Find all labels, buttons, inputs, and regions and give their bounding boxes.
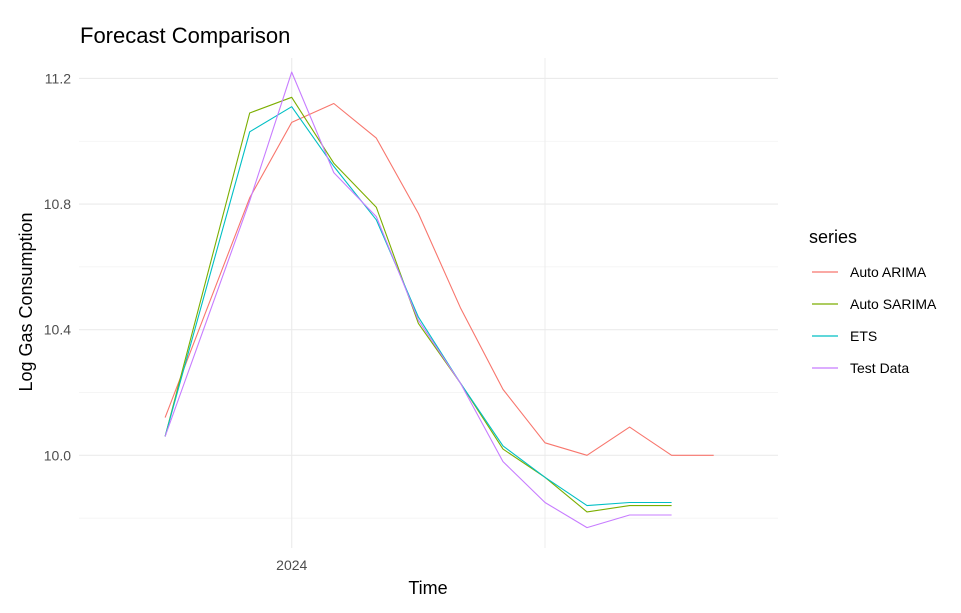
grid-lines xyxy=(79,58,778,548)
x-axis-title: Time xyxy=(408,578,447,598)
y-tick-label: 11.2 xyxy=(45,70,71,86)
x-tick-labels: 2024 xyxy=(276,557,307,573)
y-tick-label: 10.0 xyxy=(44,447,71,463)
series-line-test-data xyxy=(164,71,672,529)
legend-title: series xyxy=(809,227,857,247)
y-tick-label: 10.8 xyxy=(44,196,71,212)
y-axis-title: Log Gas Consumption xyxy=(16,212,36,391)
legend: series Auto ARIMA Auto SARIMA ETS Test Data xyxy=(809,227,937,376)
x-tick-label: 2024 xyxy=(276,557,307,573)
y-tick-labels: 10.0 10.4 10.8 11.2 xyxy=(44,70,71,463)
legend-label-test-data: Test Data xyxy=(850,360,909,376)
legend-label-auto-sarima: Auto SARIMA xyxy=(850,296,937,312)
series-line-auto-sarima xyxy=(164,96,672,513)
chart-title: Forecast Comparison xyxy=(80,23,290,48)
series-line-ets xyxy=(164,106,672,507)
legend-label-ets: ETS xyxy=(850,328,877,344)
legend-label-auto-arima: Auto ARIMA xyxy=(850,264,927,280)
series-line-auto-arima xyxy=(164,102,714,456)
y-tick-label: 10.4 xyxy=(44,322,71,338)
series-lines xyxy=(164,71,714,529)
